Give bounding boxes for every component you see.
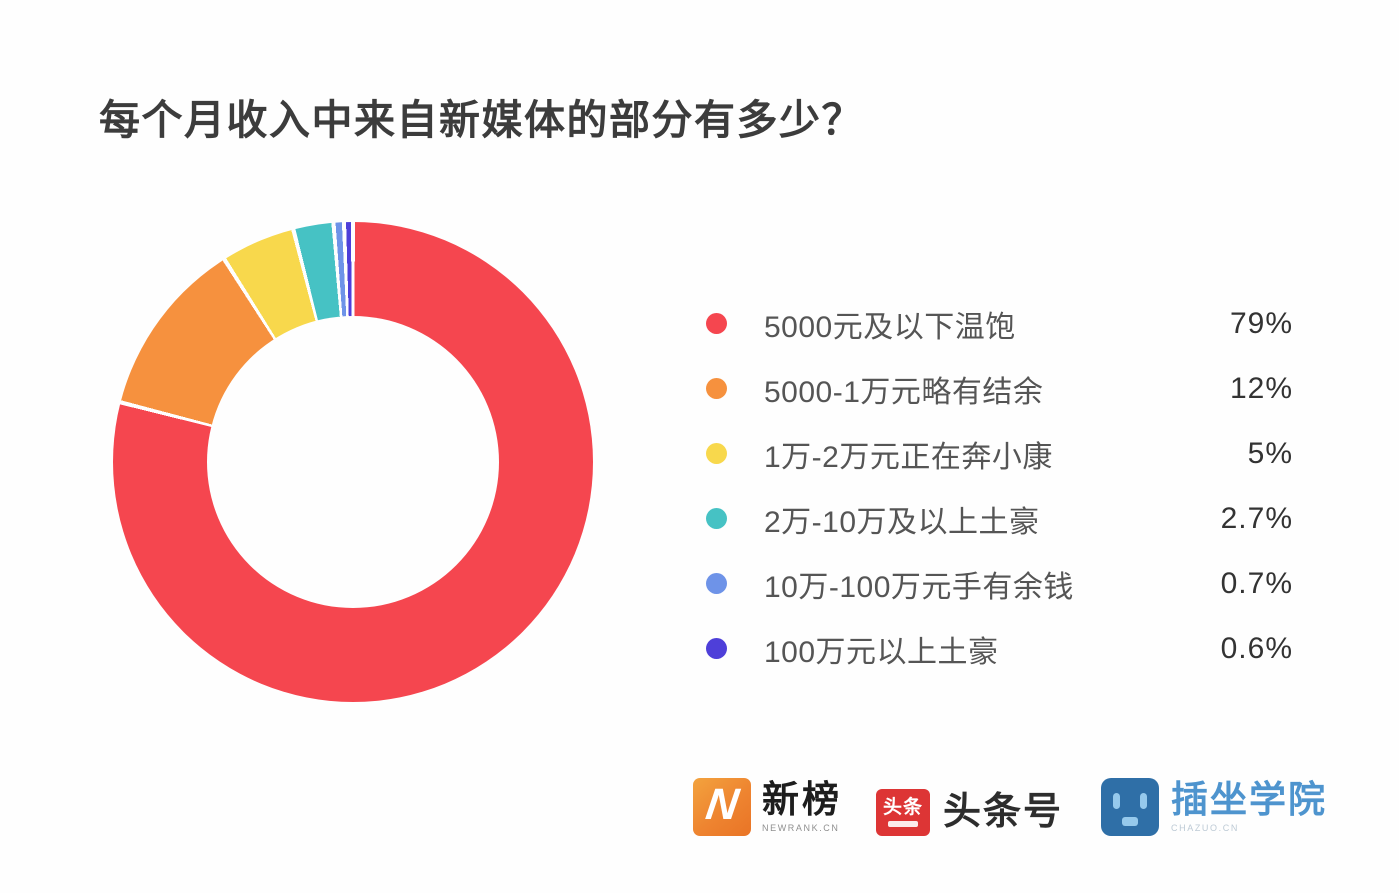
toutiao-logo-icon: 头条 (876, 789, 930, 836)
newrank-logo-name: 新榜 (762, 779, 842, 820)
toutiao-icon-underline (888, 821, 918, 827)
chazuo-face-eye-icon (1113, 793, 1121, 809)
newrank-logo-subtext: NEWRANK.CN (762, 823, 840, 833)
legend-item-value: 0.6% (1220, 631, 1293, 665)
legend-item-value: 0.7% (1220, 566, 1293, 600)
legend-item-value: 2.7% (1220, 501, 1293, 535)
legend-item: 5000元及以下温饱 79% (706, 291, 1293, 356)
donut-hole (207, 316, 499, 608)
legend-dot-icon (706, 638, 727, 659)
legend-item-value: 12% (1229, 371, 1293, 405)
legend-item-value: 5% (1247, 436, 1293, 470)
legend-item: 1万-2万元正在奔小康 5% (706, 421, 1293, 486)
chazuo-logo-subtext: CHAZUO.CN (1171, 823, 1239, 833)
chazuo-face-eye-icon (1140, 793, 1148, 809)
newrank-logo: N 新榜 NEWRANK.CN (693, 778, 842, 836)
donut-chart (113, 222, 593, 702)
chazuo-logo-name: 插坐学院 (1171, 779, 1328, 820)
legend-item-value: 79% (1229, 306, 1293, 340)
chart-title: 每个月收入中来自新媒体的部分有多少？ (99, 97, 864, 143)
legend-item: 2万-10万及以上土豪 2.7% (706, 486, 1293, 551)
legend-item: 5000-1万元略有结余 12% (706, 356, 1293, 421)
legend-dot-icon (706, 443, 727, 464)
footer-logos: N 新榜 NEWRANK.CN 头条 头条号 插坐学院 CHAZUO.CN (693, 778, 1327, 838)
legend-item-label: 10万-100万元手有余钱 (764, 570, 1074, 604)
legend-item: 100万元以上土豪 0.6% (706, 616, 1293, 681)
toutiao-logo-name: 头条号 (943, 791, 1064, 833)
legend-dot-icon (706, 313, 727, 334)
legend-item-label: 1万-2万元正在奔小康 (764, 440, 1053, 474)
chazuo-face-mouth-icon (1122, 817, 1139, 826)
toutiao-logo: 头条 头条号 (876, 778, 1063, 836)
chazuo-logo-icon (1101, 778, 1160, 836)
legend-item-label: 100万元以上土豪 (764, 635, 999, 669)
legend-dot-icon (706, 378, 727, 399)
legend-dot-icon (706, 508, 727, 529)
legend-item-label: 5000-1万元略有结余 (764, 375, 1044, 409)
legend-dot-icon (706, 573, 727, 594)
legend-item: 10万-100万元手有余钱 0.7% (706, 551, 1293, 616)
legend-item-label: 2万-10万及以上土豪 (764, 505, 1040, 539)
newrank-logo-icon: N (693, 778, 751, 836)
legend-item-label: 5000元及以下温饱 (764, 310, 1016, 344)
chart-legend: 5000元及以下温饱 79% 5000-1万元略有结余 12% 1万-2万元正在… (706, 291, 1293, 681)
toutiao-icon-text: 头条 (882, 797, 923, 818)
chazuo-logo: 插坐学院 CHAZUO.CN (1101, 778, 1327, 836)
newrank-n-glyph: N (703, 780, 742, 829)
